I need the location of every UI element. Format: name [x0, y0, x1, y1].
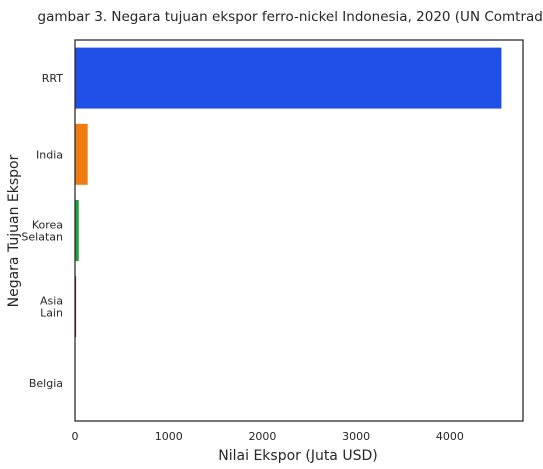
y-tick-labels: RRT India Korea Selatan Asia Lain Belgia: [21, 72, 63, 390]
y-tick-label: RRT: [42, 72, 63, 85]
x-tick-label: 1000: [155, 430, 183, 443]
y-tick-label: India: [36, 148, 63, 161]
y-tick-label: Korea Selatan: [21, 219, 63, 244]
x-axis-label: Nilai Ekspor (Juta USD): [218, 448, 377, 464]
bar-korea-selatan: [75, 200, 79, 261]
y-tick-label: Belgia: [29, 377, 63, 390]
x-tick-label: 2000: [248, 430, 276, 443]
plot-area-frame: [74, 39, 524, 422]
x-tick-label: 0: [72, 430, 79, 443]
y-tick-label: Asia Lain: [40, 295, 63, 320]
bar-india: [75, 123, 88, 185]
y-axis-label: Negara Tujuan Ekspor: [6, 154, 22, 307]
x-tick-label: 3000: [342, 430, 370, 443]
x-tick-labels: 0 1000 2000 3000 4000: [72, 430, 464, 443]
x-tick-label: 4000: [436, 430, 464, 443]
bar-rrt: [75, 47, 502, 109]
chart-title: gambar 3. Negara tujuan ekspor ferro-nic…: [38, 9, 543, 25]
bars-group: [75, 47, 502, 414]
